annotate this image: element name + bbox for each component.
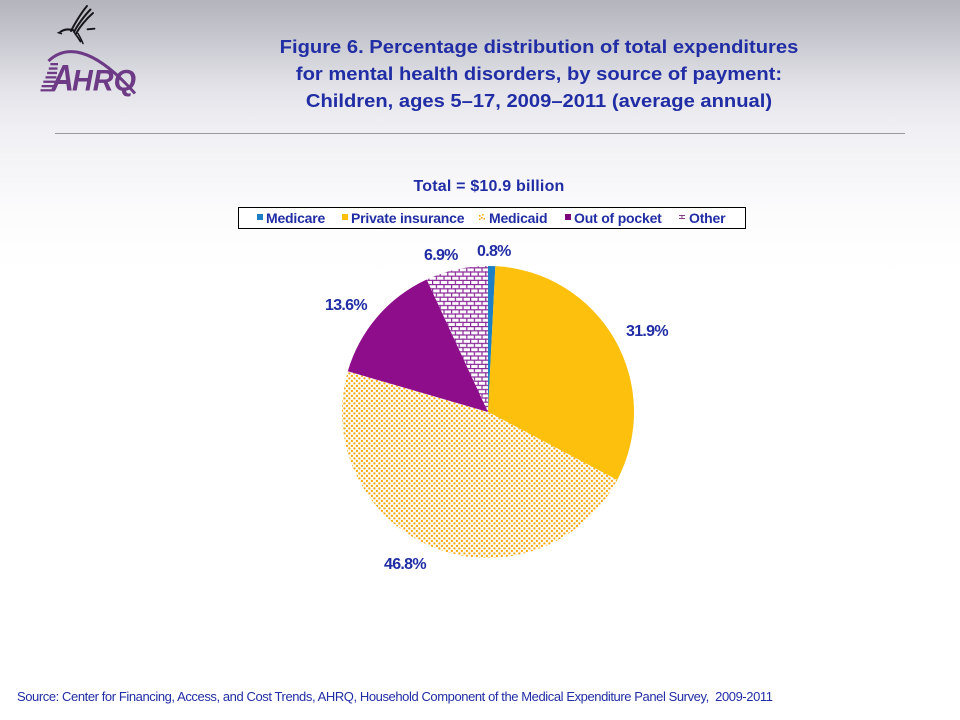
svg-text:HRQ: HRQ	[72, 64, 136, 98]
svg-text:A: A	[51, 58, 74, 99]
